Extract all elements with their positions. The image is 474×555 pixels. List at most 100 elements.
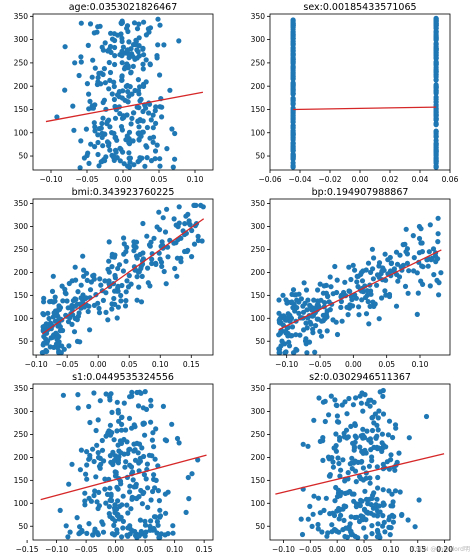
data-point	[399, 512, 405, 519]
data-point	[125, 89, 131, 95]
data-point	[159, 114, 165, 120]
data-point	[107, 77, 113, 83]
data-point	[95, 450, 101, 456]
data-point	[367, 403, 373, 409]
data-point	[429, 255, 435, 261]
data-point	[78, 59, 84, 65]
data-point	[143, 57, 149, 63]
data-point	[355, 535, 361, 541]
data-point	[137, 455, 143, 461]
data-point	[354, 279, 360, 285]
data-point	[433, 148, 439, 154]
data-point	[346, 264, 352, 270]
data-point	[108, 493, 114, 499]
data-point	[138, 299, 145, 305]
data-point	[111, 83, 117, 90]
data-point	[170, 164, 176, 170]
data-point	[117, 111, 123, 117]
data-point	[346, 395, 352, 402]
data-point	[352, 422, 358, 428]
y-tick-label: 200	[14, 453, 29, 462]
data-point	[365, 299, 371, 305]
data-point	[300, 441, 306, 447]
data-point	[157, 22, 163, 28]
x-tick-label: −0.10	[25, 360, 48, 369]
data-point	[362, 507, 368, 513]
data-point	[109, 430, 115, 436]
data-point	[135, 403, 142, 409]
data-point	[51, 310, 57, 316]
data-point	[357, 444, 363, 450]
data-point	[358, 497, 364, 503]
y-tick-label: 300	[251, 35, 266, 44]
data-point	[86, 91, 92, 97]
data-point	[172, 130, 178, 137]
data-point	[105, 317, 111, 323]
subplot-title: s2:0.0302946511367	[309, 372, 411, 383]
data-point	[115, 32, 121, 38]
data-point	[367, 496, 373, 502]
data-point	[92, 488, 98, 494]
data-point	[411, 255, 417, 261]
data-point	[424, 257, 430, 263]
y-tick-label: 350	[251, 199, 266, 208]
data-point	[40, 311, 46, 317]
data-point	[74, 317, 80, 323]
data-point	[120, 149, 126, 155]
data-point	[419, 263, 425, 269]
data-point	[360, 426, 366, 432]
subplot-4: bp:0.194907988867 −0.10 −0.05 0.00 0.05 0.10 5…	[251, 187, 451, 369]
data-point	[290, 148, 296, 154]
data-point	[131, 484, 137, 490]
data-point	[386, 488, 392, 494]
data-point	[111, 154, 117, 160]
data-point	[418, 226, 424, 232]
data-point	[357, 503, 363, 509]
data-point	[140, 66, 146, 72]
y-tick-label: 250	[14, 430, 29, 439]
data-point	[383, 292, 389, 298]
data-point	[41, 299, 47, 305]
data-point	[329, 529, 335, 535]
data-point	[157, 104, 163, 110]
data-point	[375, 521, 381, 527]
x-tick-label: 0.15	[409, 545, 426, 554]
data-point	[293, 332, 299, 338]
data-point	[313, 323, 319, 329]
data-point	[94, 499, 100, 505]
data-point	[135, 118, 141, 124]
data-point	[317, 510, 323, 516]
data-point	[435, 231, 441, 237]
data-point	[405, 517, 411, 523]
y-tick-label: 300	[14, 407, 29, 416]
data-point	[112, 502, 118, 508]
data-point	[125, 284, 132, 290]
data-point	[396, 450, 402, 456]
scatter-points	[276, 215, 444, 356]
data-point	[140, 220, 146, 227]
data-point	[161, 268, 167, 275]
data-point	[137, 155, 143, 161]
data-point	[60, 327, 66, 334]
data-point	[348, 276, 354, 283]
x-tick-label: 0.10	[383, 545, 400, 554]
data-point	[397, 252, 403, 258]
data-point	[289, 291, 295, 297]
data-point	[427, 222, 433, 228]
data-point	[160, 215, 166, 221]
data-point	[359, 297, 365, 303]
data-point	[316, 395, 322, 401]
x-tick-label: 0.10	[152, 360, 169, 369]
data-point	[379, 431, 385, 437]
data-point	[84, 462, 90, 468]
data-point	[91, 458, 97, 465]
data-point	[433, 82, 439, 88]
data-point	[106, 258, 112, 264]
data-point	[83, 126, 89, 132]
data-point	[92, 128, 98, 134]
data-point	[297, 332, 303, 338]
data-point	[149, 256, 155, 262]
data-point	[91, 30, 97, 36]
data-point	[433, 46, 439, 52]
data-point	[294, 305, 300, 311]
